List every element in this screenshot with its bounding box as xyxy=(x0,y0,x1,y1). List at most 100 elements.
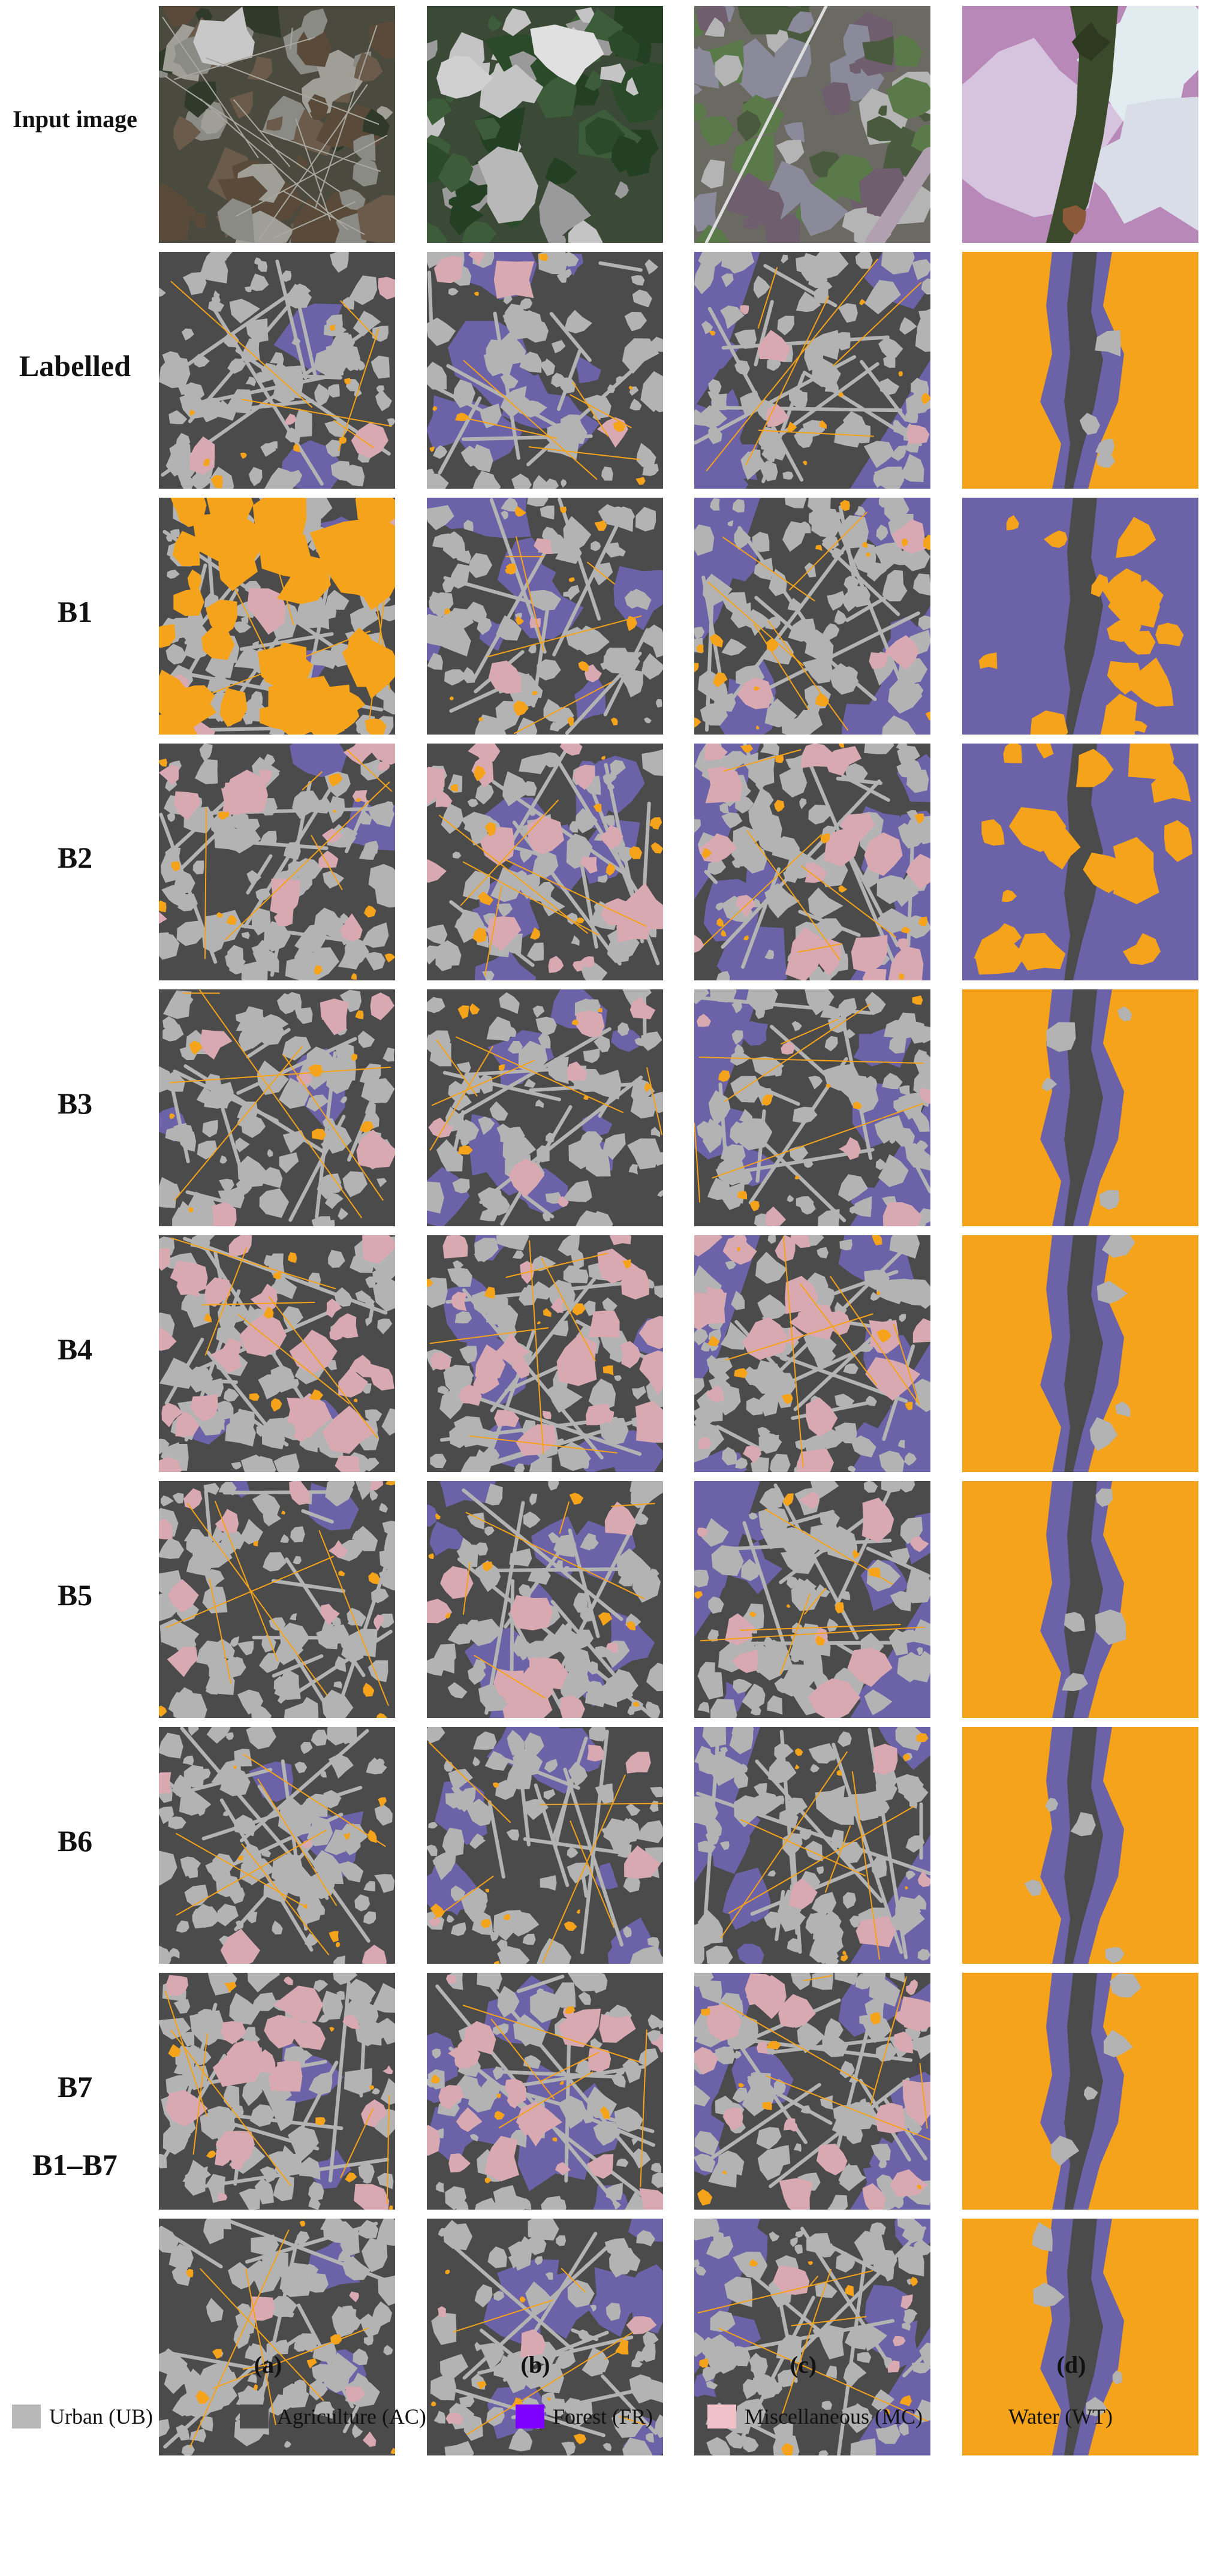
panel-b7-d xyxy=(962,1973,1198,2210)
classification-map xyxy=(427,252,663,489)
panel-labelled-a xyxy=(159,252,395,489)
row-label-text: Labelled xyxy=(19,349,131,383)
legend-label-urban: Urban (UB) xyxy=(49,2405,153,2428)
column-label-text: (b) xyxy=(520,2351,550,2378)
row-label-text: B1 xyxy=(57,595,93,628)
classification-map xyxy=(962,252,1198,489)
legend-label-forest: Forest (FR) xyxy=(553,2405,653,2428)
classification-map xyxy=(427,498,663,735)
classification-map xyxy=(159,2219,395,2455)
legend-swatch-water xyxy=(971,2405,1000,2428)
classification-map xyxy=(159,498,395,735)
satellite-image xyxy=(427,6,663,243)
legend-item-water: Water (WT) xyxy=(971,2400,1113,2433)
classification-map xyxy=(694,2219,930,2455)
legend-item-forest: Forest (FR) xyxy=(516,2400,653,2433)
classification-map xyxy=(694,252,930,489)
panel-b1-b7-d xyxy=(962,2219,1198,2455)
column-label-text: (d) xyxy=(1056,2351,1086,2378)
classification-map xyxy=(962,1727,1198,1964)
legend-swatch-forest xyxy=(516,2405,544,2428)
classification-map xyxy=(427,989,663,1226)
column-label-d: (d) xyxy=(953,2351,1189,2379)
panel-b1-b xyxy=(427,498,663,735)
panel-input-d xyxy=(962,6,1198,243)
panel-labelled-d xyxy=(962,252,1198,489)
row-label-input-image: Input image xyxy=(0,105,150,134)
row-label-text: B4 xyxy=(57,1332,93,1366)
panel-b1-a xyxy=(159,498,395,735)
classification-map xyxy=(962,1235,1198,1472)
classification-map xyxy=(159,1481,395,1718)
column-label-text: (a) xyxy=(254,2351,282,2378)
panel-labelled-b xyxy=(427,252,663,489)
legend-item-agriculture: Agriculture (AC) xyxy=(240,2400,426,2433)
panel-input-b xyxy=(427,6,663,243)
classification-map xyxy=(694,1727,930,1964)
classification-map xyxy=(694,989,930,1226)
classification-map xyxy=(694,744,930,980)
classification-map xyxy=(962,989,1198,1226)
row-label-text: B6 xyxy=(57,1824,93,1858)
panel-b3-d xyxy=(962,989,1198,1226)
classification-map xyxy=(962,498,1198,735)
classification-map xyxy=(962,1481,1198,1718)
panel-b2-a xyxy=(159,744,395,980)
panel-b1-c xyxy=(694,498,930,735)
panel-b1-b7-b xyxy=(427,2219,663,2455)
panel-b7-c xyxy=(694,1973,930,2210)
panel-b6-b xyxy=(427,1727,663,1964)
panel-b7-a xyxy=(159,1973,395,2210)
column-label-c: (c) xyxy=(685,2351,921,2379)
panel-b5-c xyxy=(694,1481,930,1718)
panel-input-c xyxy=(694,6,930,243)
panel-b3-a xyxy=(159,989,395,1226)
panel-b6-c xyxy=(694,1727,930,1964)
row-label-b4: B4 xyxy=(0,1331,150,1367)
panel-b4-a xyxy=(159,1235,395,1472)
column-label-a: (a) xyxy=(150,2351,386,2379)
panel-b5-a xyxy=(159,1481,395,1718)
classification-map xyxy=(694,498,930,735)
panel-b5-d xyxy=(962,1481,1198,1718)
classification-map xyxy=(962,2219,1198,2455)
legend-swatch-agriculture xyxy=(240,2405,269,2428)
classification-map xyxy=(159,1235,395,1472)
panel-b3-c xyxy=(694,989,930,1226)
classification-map xyxy=(694,1235,930,1472)
row-label-text: Input image xyxy=(13,106,137,133)
row-label-text: B2 xyxy=(57,841,93,874)
legend-swatch-miscellaneous xyxy=(707,2405,736,2428)
satellite-image xyxy=(962,6,1198,243)
row-label-b7: B7 xyxy=(0,2069,150,2105)
panel-b4-d xyxy=(962,1235,1198,1472)
panel-b2-b xyxy=(427,744,663,980)
classification-map xyxy=(962,744,1198,980)
legend-label-water: Water (WT) xyxy=(1008,2405,1113,2428)
row-label-b6: B6 xyxy=(0,1823,150,1859)
legend: Urban (UB) Agriculture (AC) Forest (FR) … xyxy=(0,2393,1217,2440)
row-label-b1: B1 xyxy=(0,594,150,630)
panel-b6-d xyxy=(962,1727,1198,1964)
legend-label-agriculture: Agriculture (AC) xyxy=(277,2405,426,2428)
row-label-text: B7 xyxy=(57,2070,93,2103)
row-label-labelled: Labelled xyxy=(0,348,150,384)
panel-input-a xyxy=(159,6,395,243)
row-label-b2: B2 xyxy=(0,839,150,875)
classification-map xyxy=(159,989,395,1226)
legend-item-urban: Urban (UB) xyxy=(12,2400,153,2433)
panel-labelled-c xyxy=(694,252,930,489)
row-label-b3: B3 xyxy=(0,1085,150,1121)
panel-b3-b xyxy=(427,989,663,1226)
column-label-b: (b) xyxy=(417,2351,653,2379)
classification-map xyxy=(427,1727,663,1964)
classification-map xyxy=(427,1973,663,2210)
classification-map xyxy=(159,1973,395,2210)
panel-b2-d xyxy=(962,744,1198,980)
classification-map xyxy=(427,1235,663,1472)
classification-map xyxy=(962,1973,1198,2210)
panel-b5-b xyxy=(427,1481,663,1718)
classification-map xyxy=(427,744,663,980)
satellite-image xyxy=(694,6,930,243)
